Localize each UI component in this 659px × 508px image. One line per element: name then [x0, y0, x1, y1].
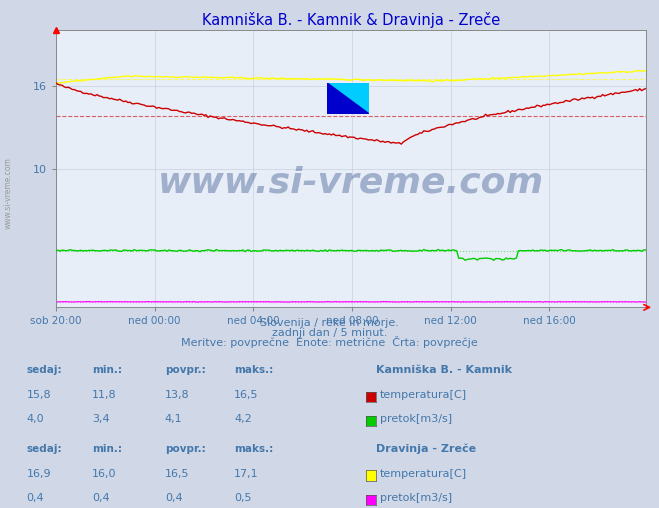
Text: temperatura[C]: temperatura[C] — [380, 468, 467, 479]
Text: sedaj:: sedaj: — [26, 444, 62, 454]
Text: min.:: min.: — [92, 444, 123, 454]
Text: 0,4: 0,4 — [26, 493, 44, 503]
Text: www.si-vreme.com: www.si-vreme.com — [158, 166, 544, 200]
Text: 16,5: 16,5 — [234, 390, 258, 400]
Text: 13,8: 13,8 — [165, 390, 189, 400]
Text: povpr.:: povpr.: — [165, 365, 206, 375]
Text: 0,4: 0,4 — [92, 493, 110, 503]
Text: sedaj:: sedaj: — [26, 365, 62, 375]
Text: min.:: min.: — [92, 365, 123, 375]
Text: povpr.:: povpr.: — [165, 444, 206, 454]
Text: 4,0: 4,0 — [26, 414, 44, 424]
Text: Meritve: povprečne  Enote: metrične  Črta: povprečje: Meritve: povprečne Enote: metrične Črta:… — [181, 336, 478, 348]
Text: 4,2: 4,2 — [234, 414, 252, 424]
Text: 15,8: 15,8 — [26, 390, 51, 400]
Text: www.si-vreme.com: www.si-vreme.com — [4, 157, 13, 229]
Text: pretok[m3/s]: pretok[m3/s] — [380, 414, 451, 424]
Title: Kamniška B. - Kamnik & Dravinja - Zreče: Kamniška B. - Kamnik & Dravinja - Zreče — [202, 12, 500, 28]
Text: 4,1: 4,1 — [165, 414, 183, 424]
Text: 16,9: 16,9 — [26, 468, 51, 479]
Text: zadnji dan / 5 minut.: zadnji dan / 5 minut. — [272, 328, 387, 338]
Text: Slovenija / reke in morje.: Slovenija / reke in morje. — [260, 318, 399, 328]
Text: maks.:: maks.: — [234, 365, 273, 375]
Text: pretok[m3/s]: pretok[m3/s] — [380, 493, 451, 503]
Text: 0,5: 0,5 — [234, 493, 252, 503]
Text: 16,5: 16,5 — [165, 468, 189, 479]
Text: Kamniška B. - Kamnik: Kamniška B. - Kamnik — [376, 365, 511, 375]
Text: Dravinja - Zreče: Dravinja - Zreče — [376, 443, 476, 454]
Text: 0,4: 0,4 — [165, 493, 183, 503]
Text: 16,0: 16,0 — [92, 468, 117, 479]
Text: 17,1: 17,1 — [234, 468, 258, 479]
Text: temperatura[C]: temperatura[C] — [380, 390, 467, 400]
Text: 3,4: 3,4 — [92, 414, 110, 424]
Text: maks.:: maks.: — [234, 444, 273, 454]
Text: 11,8: 11,8 — [92, 390, 117, 400]
